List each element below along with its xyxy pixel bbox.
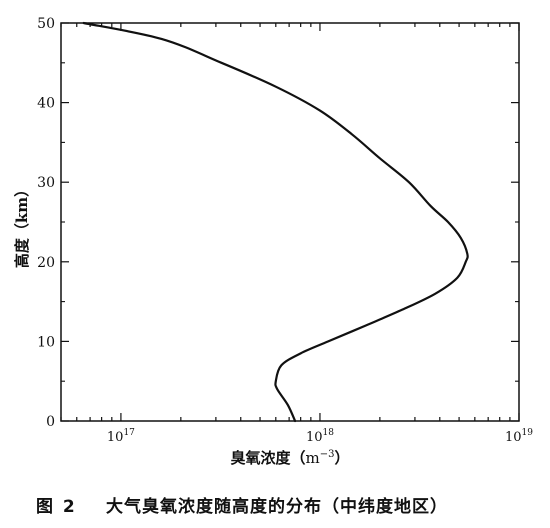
y-axis-label: 高度（km） [13, 182, 31, 268]
x-axis-ticks: 1017 1018 1019 [60, 23, 533, 445]
y-tick-label: 40 [37, 96, 55, 112]
y-tick-label: 10 [37, 334, 55, 350]
y-tick-label: 0 [46, 414, 55, 430]
figure-number: 图 2 [36, 497, 77, 517]
x-tick-label-base: 10 [505, 430, 522, 445]
x-tick-label-exponent: 17 [123, 428, 135, 438]
x-tick-label-exponent: 19 [522, 428, 534, 438]
y-axis-ticks: 0 10 20 30 40 50 [37, 16, 519, 430]
y-tick-label: 20 [37, 255, 55, 271]
plot-frame [60, 22, 520, 422]
figure-title: 大气臭氧浓度随高度的分布（中纬度地区） [106, 497, 448, 517]
x-tick-label: 1019 [505, 428, 533, 445]
x-tick-label-base: 10 [107, 430, 124, 445]
x-tick-label-base: 10 [306, 430, 323, 445]
x-tick-label: 1017 [107, 428, 135, 445]
x-tick-label: 1018 [306, 428, 334, 445]
y-tick-label: 30 [37, 175, 55, 191]
x-axis-label-close: ） [334, 449, 349, 467]
figure-caption: 图 2 大气臭氧浓度随高度的分布（中纬度地区） [0, 486, 550, 520]
x-axis-label-text: 臭氧浓度（ [230, 449, 305, 467]
y-tick-label: 50 [37, 16, 55, 32]
x-axis-label-unit: m [306, 449, 320, 467]
ozone-concentration-curve [82, 21, 469, 423]
x-axis-label: 臭氧浓度（m−3） [230, 449, 349, 467]
x-axis-label-unit-exponent: −3 [320, 449, 335, 460]
x-tick-label-exponent: 18 [323, 428, 335, 438]
